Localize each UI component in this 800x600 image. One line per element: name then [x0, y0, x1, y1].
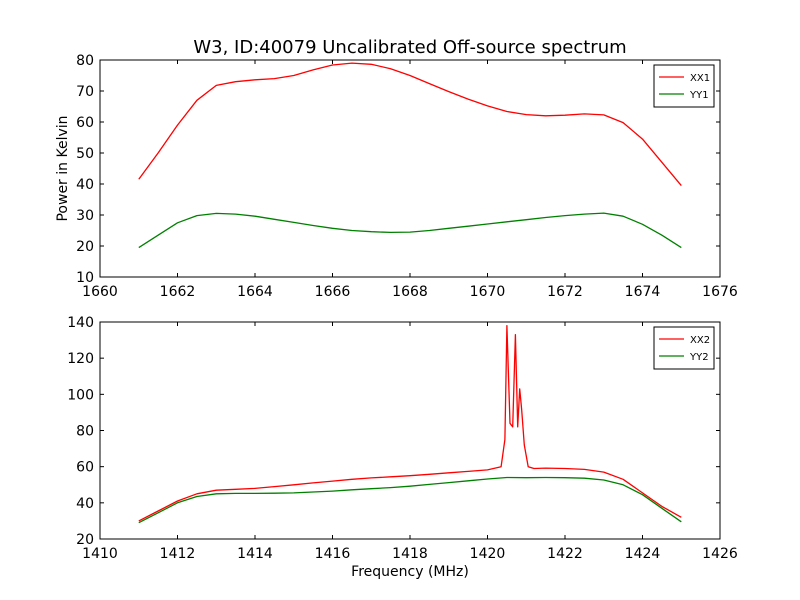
figure-title: W3, ID:40079 Uncalibrated Off-source spe…	[193, 37, 626, 58]
series-line-yy1	[138, 212, 682, 249]
legend-box	[653, 326, 715, 370]
x-tick-label: 1424	[625, 546, 661, 562]
x-tick-label: 1676	[702, 284, 738, 300]
y-tick-label: 40	[76, 496, 94, 512]
y-tick-label: 20	[76, 532, 94, 548]
x-tick-label: 1670	[470, 284, 506, 300]
x-tick-label: 1666	[315, 284, 351, 300]
y-tick-label: 60	[76, 460, 94, 476]
x-tick-label: 1662	[160, 284, 196, 300]
x-tick-label: 1422	[547, 546, 583, 562]
y-tick-label: 30	[76, 208, 94, 224]
x-tick-label: 1412	[160, 546, 196, 562]
x-tick-label: 1420	[470, 546, 506, 562]
x-tick-label: 1672	[547, 284, 583, 300]
x-tick-label: 1426	[702, 546, 738, 562]
y-tick-label: 20	[76, 239, 94, 255]
y-tick-label: 80	[76, 424, 94, 440]
y-tick-label: 100	[67, 387, 94, 403]
bottom-subplot: 1410 1412 1414 1416 1418 1420 1422 1424 1426 20 40…	[67, 315, 738, 580]
y-axis-label: Power in Kelvin	[55, 115, 71, 221]
y-tick-label: 50	[76, 146, 94, 162]
legend-label-yy1: YY1	[689, 90, 709, 101]
x-tick-label: 1668	[392, 284, 428, 300]
y-tick-label: 70	[76, 84, 94, 100]
y-tick-label: 80	[76, 53, 94, 69]
y-tick-label: 10	[76, 270, 94, 286]
legend-label-xx1: XX1	[690, 73, 710, 84]
x-tick-label: 1418	[392, 546, 428, 562]
x-tick-label: 1664	[237, 284, 273, 300]
series-line-xx1	[138, 62, 682, 187]
legend-label-xx2: XX2	[690, 335, 710, 346]
y-tick-label: 140	[67, 315, 94, 331]
series-line-yy2	[138, 476, 682, 524]
x-axis-label: Frequency (MHz)	[351, 564, 469, 580]
legend: XX1 YY1	[653, 64, 715, 108]
x-tick-label: 1416	[315, 546, 351, 562]
x-tick-label: 1674	[625, 284, 661, 300]
legend-label-yy2: YY2	[689, 352, 709, 363]
top-subplot: 1660 1662 1664 1666 1668 1670 1672 1674 1676 10 20…	[55, 53, 738, 300]
legend-box	[653, 64, 715, 108]
y-tick-label: 120	[67, 351, 94, 367]
y-tick-label: 40	[76, 177, 94, 193]
legend: XX2 YY2	[653, 326, 715, 370]
series-line-xx2	[138, 324, 682, 522]
x-tick-label: 1414	[237, 546, 273, 562]
y-tick-label: 60	[76, 115, 94, 131]
x-tick-label: 1410	[82, 546, 118, 562]
x-tick-label: 1660	[82, 284, 118, 300]
